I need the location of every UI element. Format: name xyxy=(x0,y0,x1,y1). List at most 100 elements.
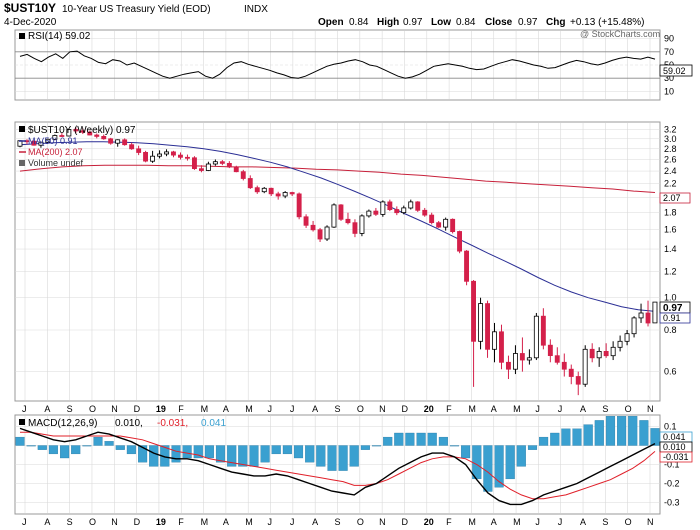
candle-body xyxy=(247,178,253,189)
candle-body xyxy=(429,214,435,224)
candle-body xyxy=(575,376,581,385)
candle-body xyxy=(519,353,525,361)
price-tick-label: 1.6 xyxy=(664,225,677,235)
candle-body xyxy=(450,218,456,233)
macd-histogram-bar xyxy=(516,445,526,467)
candle-body xyxy=(31,140,37,146)
candle-body xyxy=(143,151,148,162)
candle-body xyxy=(303,216,309,226)
x-axis-tick-label: F xyxy=(178,404,184,414)
candle-body xyxy=(568,368,574,377)
candle-body xyxy=(282,192,288,197)
candle-body xyxy=(624,333,630,342)
macd-histogram-bar xyxy=(115,445,125,450)
price-legend-main: $UST10Y (Weekly) 0.97 xyxy=(28,125,136,136)
macd-histogram-bar xyxy=(394,432,404,446)
macd-histogram-bar xyxy=(138,445,148,463)
candle-body xyxy=(422,209,428,216)
candle-body xyxy=(150,155,155,162)
macd-histogram-bar xyxy=(227,445,237,467)
candle-body xyxy=(596,350,602,359)
ohlc-close-label: Close xyxy=(485,17,513,28)
candle-body xyxy=(80,130,86,133)
x-axis-tick-label: M xyxy=(468,517,476,527)
x-axis-tick-label: J xyxy=(558,404,563,414)
macd-histogram-bar xyxy=(438,436,448,446)
candle-body xyxy=(170,151,176,156)
candle-body xyxy=(52,135,58,140)
candle-body xyxy=(540,315,546,346)
rsi-legend: RSI(14) 59.02 xyxy=(19,31,91,42)
candle-body xyxy=(533,315,539,359)
candle-body xyxy=(122,139,128,146)
macd-histogram-bar xyxy=(639,420,649,446)
rsi-tick-label: 30 xyxy=(664,73,674,83)
macd-histogram-bar xyxy=(26,445,36,447)
price-tick-label: 1.0 xyxy=(664,293,677,303)
price-plot xyxy=(17,127,658,396)
price-panel-frame xyxy=(14,121,661,402)
macd-histogram-bar xyxy=(193,445,203,459)
macd-histogram-bar xyxy=(71,445,81,455)
candle-body xyxy=(212,161,218,165)
x-axis-tick-label: J xyxy=(268,517,273,527)
x-axis-tick-label: J xyxy=(22,517,27,527)
price-tick-label: 1.4 xyxy=(664,244,677,254)
volume-legend-text: Volume undef xyxy=(28,158,84,168)
candle-body xyxy=(652,301,658,324)
price-legend: $UST10Y (Weekly) 0.97 MA(50) 0.91 MA(200… xyxy=(19,125,136,168)
x-axis-tick-label: M xyxy=(201,517,209,527)
x-axis-tick-label: A xyxy=(44,517,50,527)
symbol-name: 10-Year US Treasury Yield (EOD) xyxy=(62,4,211,15)
x-axis-tick-label: F xyxy=(178,517,184,527)
macd-histogram-bar xyxy=(427,432,437,446)
candle-body xyxy=(345,218,351,224)
macd-histogram-bar xyxy=(260,445,270,463)
svg-text:2.07: 2.07 xyxy=(663,193,681,203)
candle-body xyxy=(436,222,442,228)
macd-histogram-bar xyxy=(527,445,538,450)
symbol-title: $UST10Y xyxy=(4,1,56,15)
x-axis-tick-label: N xyxy=(647,404,654,414)
grid-lines xyxy=(15,31,660,513)
x-axis-tick-label: N xyxy=(379,404,386,414)
macd-signal-line xyxy=(20,431,656,500)
macd-histogram-bar xyxy=(149,445,159,467)
x-axis-tick-label: M xyxy=(201,404,209,414)
candle-body xyxy=(331,204,337,228)
svg-text:-0.031: -0.031 xyxy=(663,452,689,462)
x-axis-tick-label: O xyxy=(625,517,632,527)
rsi-line xyxy=(19,50,656,79)
candle-body xyxy=(38,141,44,146)
ma200-badge: 2.07 xyxy=(659,192,691,204)
macd-tick-label: -0.3 xyxy=(664,498,680,508)
x-axis-tick-label: D xyxy=(134,517,141,527)
macd-histogram-bar xyxy=(60,445,70,459)
price-tick-label: 0.6 xyxy=(664,367,677,377)
x-axis-tick-label: O xyxy=(89,404,96,414)
macd-histogram-bar xyxy=(93,436,103,446)
candle-body xyxy=(94,134,100,137)
candle-body xyxy=(87,131,93,136)
x-axis-tick-label: D xyxy=(134,404,141,414)
candle-body xyxy=(582,348,588,385)
x-axis-tick-label: 20 xyxy=(424,404,434,414)
rsi-plot xyxy=(19,50,656,79)
candle-body xyxy=(324,226,330,240)
candle-body xyxy=(464,250,469,282)
macd-histogram-bar xyxy=(305,445,315,463)
volume-legend-swatch xyxy=(19,160,25,166)
candle-body xyxy=(317,229,323,240)
macd-histogram-bar xyxy=(605,416,616,446)
candle-body xyxy=(561,361,567,370)
macd-histogram-bar xyxy=(182,445,192,459)
price-tick-label: 3.2 xyxy=(664,124,677,134)
macd-legend-macd: 0.010, xyxy=(115,418,143,429)
candle-body xyxy=(177,154,183,158)
x-axis-tick-label: J xyxy=(535,517,540,527)
candle-body xyxy=(275,193,281,197)
macd-histogram-bar xyxy=(594,420,604,446)
candle-body xyxy=(268,187,274,195)
candle-body xyxy=(101,135,107,140)
x-axis-tick-label: N xyxy=(379,517,386,527)
